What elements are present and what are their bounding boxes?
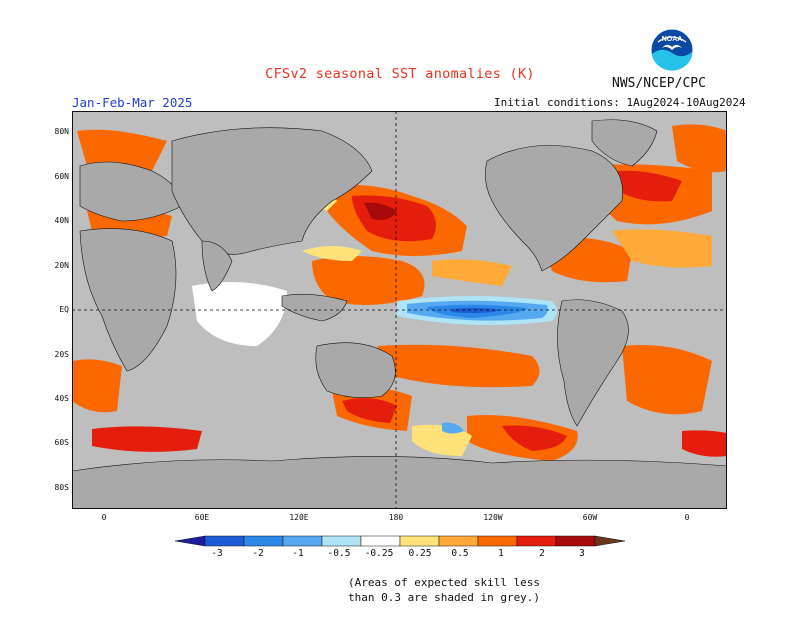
- colorbar-tick-label: 2: [539, 548, 545, 559]
- lat-label: 60S: [54, 438, 69, 447]
- colorbar-swatch: [438, 535, 479, 547]
- colorbar-arrow-high: [594, 535, 625, 547]
- colorbar-tick-label: -2: [252, 548, 264, 559]
- logo-text: NOAA: [662, 36, 683, 43]
- lon-label: 0: [101, 513, 107, 522]
- lat-label: 40N: [54, 216, 69, 225]
- colorbar-tick-label: -3: [211, 548, 223, 559]
- lat-label: 40S: [54, 394, 69, 403]
- continent-africa: [79, 228, 177, 372]
- lat-label: 60N: [54, 172, 69, 181]
- initial-conditions-label: Initial conditions: 1Aug2024-10Aug2024: [494, 96, 746, 109]
- lon-label: 180: [388, 513, 404, 522]
- noaa-logo: NOAA: [650, 28, 694, 72]
- anomaly-patches: [72, 124, 727, 461]
- chart-title: CFSv2 seasonal SST anomalies (K): [265, 66, 535, 82]
- lat-label: EQ: [59, 305, 69, 314]
- continent-north-america: [485, 145, 623, 272]
- agency-label: NWS/NCEP/CPC: [612, 76, 706, 91]
- colorbar-tick-label: 1: [498, 548, 504, 559]
- continent-antarctica: [72, 456, 727, 509]
- colorbar-swatch: [516, 535, 557, 547]
- lon-label: 120E: [289, 513, 309, 522]
- continent-india: [201, 240, 233, 292]
- colorbar-swatch: [360, 535, 401, 547]
- colorbar-swatch: [243, 535, 284, 547]
- colorbar-tick-label: -0.25: [364, 548, 394, 559]
- seagull-icon: [662, 44, 682, 50]
- lon-label: 60E: [194, 513, 210, 522]
- continents: [72, 119, 727, 509]
- colorbar-tick-label: -1: [292, 548, 304, 559]
- colorbar-tick-label: 0.5: [451, 548, 469, 559]
- continent-maritime-continent: [281, 294, 348, 322]
- skill-footnote: (Areas of expected skill less than 0.3 a…: [348, 575, 540, 605]
- colorbar-tick-label: 0.25: [408, 548, 432, 559]
- colorbar-swatch: [282, 535, 323, 547]
- lon-label: 0: [684, 513, 690, 522]
- colorbar-swatch: [399, 535, 440, 547]
- colorbar-swatch: [204, 535, 245, 547]
- lat-label: 20S: [54, 350, 69, 359]
- lat-label: 80N: [54, 127, 69, 136]
- footnote-line: than 0.3 are shaded in grey.): [348, 591, 541, 604]
- lat-label: 80S: [54, 483, 69, 492]
- colorbar-swatch: [321, 535, 362, 547]
- lon-label: 120W: [483, 513, 503, 522]
- lat-label: 20N: [54, 261, 69, 270]
- continent-south-america: [557, 299, 629, 427]
- continent-greenland: [591, 119, 658, 167]
- colorbar-tick-label: 3: [579, 548, 585, 559]
- season-label: Jan-Feb-Mar 2025: [72, 95, 193, 110]
- colorbar-arrow-low: [175, 535, 206, 547]
- sst-anomaly-map: [72, 111, 727, 509]
- footnote-line: (Areas of expected skill less: [348, 576, 541, 589]
- colorbar-tick-label: -0.5: [327, 548, 351, 559]
- color-scale-bar: [175, 535, 625, 547]
- lon-label: 60W: [582, 513, 598, 522]
- colorbar-swatch: [477, 535, 518, 547]
- colorbar-swatch: [555, 535, 596, 547]
- continent-australia: [315, 342, 396, 398]
